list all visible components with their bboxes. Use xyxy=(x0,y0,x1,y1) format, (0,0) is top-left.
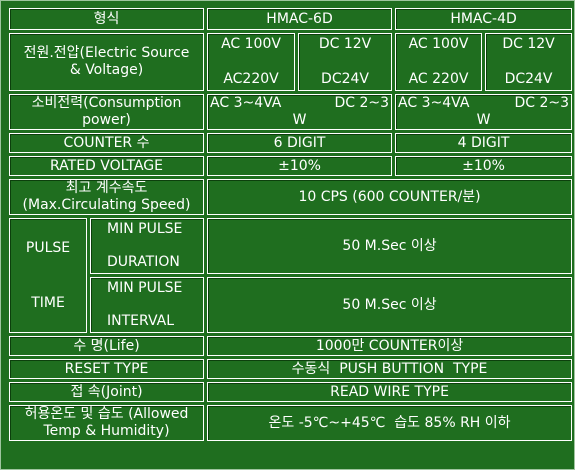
power-source-label-line2: & Voltage) xyxy=(69,62,144,78)
table-row: 전원.전압(Electric Source & Voltage) AC 100V… xyxy=(9,33,573,91)
consumption-4d-cell: AC 3~4VA DC 2~3 W xyxy=(395,94,573,130)
pulse-interval-line2: INTERVAL xyxy=(107,313,175,329)
type-header-label: 형식 xyxy=(93,10,120,27)
model-4d-label: HMAC-4D xyxy=(450,10,517,27)
rated-voltage-label: RATED VOLTAGE xyxy=(50,157,163,174)
life-value: 1000만 COUNTER이상 xyxy=(315,337,464,354)
table-row: 형식 HMAC-6D HMAC-4D xyxy=(9,8,573,30)
power-4d-ac-bottom: AC 220V xyxy=(408,71,469,87)
speed-value: 10 CPS (600 COUNTER/분) xyxy=(298,188,481,205)
pulse-interval-value-cell: 50 M.Sec 이상 xyxy=(207,277,573,333)
counter-4d-value: 4 DIGIT xyxy=(457,134,510,151)
table-row: RESET TYPE 수동식 PUSH BUTTION TYPE xyxy=(9,359,573,379)
counter-6d-value: 6 DIGIT xyxy=(273,134,326,151)
pulse-interval-label-cell: MIN PULSE INTERVAL xyxy=(90,277,205,333)
power-6d-ac-cell: AC 100V AC220V xyxy=(207,33,296,91)
joint-value: READ WIRE TYPE xyxy=(330,383,449,400)
rated-voltage-6d-cell: ±10% xyxy=(207,156,393,176)
consumption-6d-cell: AC 3~4VA DC 2~3 W xyxy=(207,94,393,130)
pulse-interval-line1: MIN PULSE xyxy=(107,280,183,296)
consumption-4d-unit: W xyxy=(476,112,491,128)
consumption-6d-dc: DC 2~3 xyxy=(334,95,390,111)
power-6d-ac-bottom: AC220V xyxy=(223,71,279,87)
consumption-6d-unit: W xyxy=(292,112,307,128)
rated-voltage-6d-value: ±10% xyxy=(278,157,321,174)
consumption-label-line1: 소비전력(Consumption xyxy=(31,95,182,111)
temp-label-line2: Temp & Humidity) xyxy=(43,423,170,439)
spec-table: 형식 HMAC-6D HMAC-4D 전원.전압(Electric Source… xyxy=(6,5,575,444)
consumption-label-line2: power) xyxy=(82,112,131,128)
consumption-6d-ac: AC 3~4VA xyxy=(210,95,282,111)
power-4d-ac-top: AC 100V xyxy=(408,36,469,52)
time-label: TIME xyxy=(31,294,65,311)
table-row: MIN PULSE INTERVAL 50 M.Sec 이상 xyxy=(9,277,573,333)
joint-label: 접 속(Joint) xyxy=(70,383,143,400)
counter-4d-cell: 4 DIGIT xyxy=(395,133,573,153)
life-value-cell: 1000만 COUNTER이상 xyxy=(207,336,573,356)
pulse-duration-line1: MIN PULSE xyxy=(107,221,183,237)
temp-value-cell: 온도 -5℃~+45℃ 습도 85% RH 이하 xyxy=(207,405,573,441)
power-4d-ac-cell: AC 100V AC 220V xyxy=(395,33,483,91)
type-header-cell: 형식 xyxy=(9,8,205,30)
reset-label-cell: RESET TYPE xyxy=(9,359,205,379)
reset-value-cell: 수동식 PUSH BUTTION TYPE xyxy=(207,359,573,379)
power-source-label-cell: 전원.전압(Electric Source & Voltage) xyxy=(9,33,205,91)
table-row: 수 명(Life) 1000만 COUNTER이상 xyxy=(9,336,573,356)
temp-value: 온도 -5℃~+45℃ 습도 85% RH 이하 xyxy=(268,414,511,431)
pulse-duration-line2: DURATION xyxy=(107,254,180,270)
reset-value: 수동식 PUSH BUTTION TYPE xyxy=(291,360,488,377)
table-row: 최고 계수속도 (Max.Circulating Speed) 10 CPS (… xyxy=(9,179,573,215)
pulse-duration-value-cell: 50 M.Sec 이상 xyxy=(207,218,573,274)
consumption-4d-dc: DC 2~3 xyxy=(514,95,570,111)
table-row: 소비전력(Consumption power) AC 3~4VA DC 2~3 … xyxy=(9,94,573,130)
table-row: COUNTER 수 6 DIGIT 4 DIGIT xyxy=(9,133,573,153)
consumption-label-cell: 소비전력(Consumption power) xyxy=(9,94,205,130)
table-row: 접 속(Joint) READ WIRE TYPE xyxy=(9,382,573,402)
rated-voltage-label-cell: RATED VOLTAGE xyxy=(9,156,205,176)
joint-value-cell: READ WIRE TYPE xyxy=(207,382,573,402)
table-row: RATED VOLTAGE ±10% ±10% xyxy=(9,156,573,176)
life-label: 수 명(Life) xyxy=(73,337,140,354)
consumption-4d-ac: AC 3~4VA xyxy=(398,95,470,111)
pulse-interval-value: 50 M.Sec 이상 xyxy=(342,296,437,313)
pulse-time-label-cell: PULSE TIME xyxy=(9,218,87,333)
model-6d-header-cell: HMAC-6D xyxy=(207,8,393,30)
counter-label: COUNTER 수 xyxy=(63,134,150,151)
power-6d-dc-cell: DC 12V DC24V xyxy=(298,33,393,91)
power-6d-dc-bottom: DC24V xyxy=(321,71,369,87)
pulse-duration-label-cell: MIN PULSE DURATION xyxy=(90,218,205,274)
power-source-label-line1: 전원.전압(Electric Source xyxy=(23,45,190,61)
table-row: PULSE TIME MIN PULSE DURATION 50 M.Sec 이… xyxy=(9,218,573,333)
speed-label-line1: 최고 계수속도 xyxy=(65,180,148,196)
model-4d-header-cell: HMAC-4D xyxy=(395,8,573,30)
joint-label-cell: 접 속(Joint) xyxy=(9,382,205,402)
power-6d-ac-top: AC 100V xyxy=(221,36,281,52)
temp-label-cell: 허용온도 및 습도 (Allowed Temp & Humidity) xyxy=(9,405,205,441)
power-6d-dc-top: DC 12V xyxy=(318,36,372,52)
model-6d-label: HMAC-6D xyxy=(266,10,333,27)
power-4d-dc-cell: DC 12V DC24V xyxy=(485,33,573,91)
life-label-cell: 수 명(Life) xyxy=(9,336,205,356)
temp-label-line1: 허용온도 및 습도 (Allowed xyxy=(24,406,189,422)
counter-6d-cell: 6 DIGIT xyxy=(207,133,393,153)
speed-label-line2: (Max.Circulating Speed) xyxy=(22,197,191,213)
rated-voltage-4d-value: ±10% xyxy=(462,157,505,174)
table-row: 허용온도 및 습도 (Allowed Temp & Humidity) 온도 -… xyxy=(9,405,573,441)
counter-label-cell: COUNTER 수 xyxy=(9,133,205,153)
speed-value-cell: 10 CPS (600 COUNTER/분) xyxy=(207,179,573,215)
rated-voltage-4d-cell: ±10% xyxy=(395,156,573,176)
reset-label: RESET TYPE xyxy=(64,360,149,377)
speed-label-cell: 최고 계수속도 (Max.Circulating Speed) xyxy=(9,179,205,215)
power-4d-dc-top: DC 12V xyxy=(502,36,555,52)
power-4d-dc-bottom: DC24V xyxy=(504,71,553,87)
pulse-duration-value: 50 M.Sec 이상 xyxy=(342,237,437,254)
pulse-label: PULSE xyxy=(25,239,71,256)
